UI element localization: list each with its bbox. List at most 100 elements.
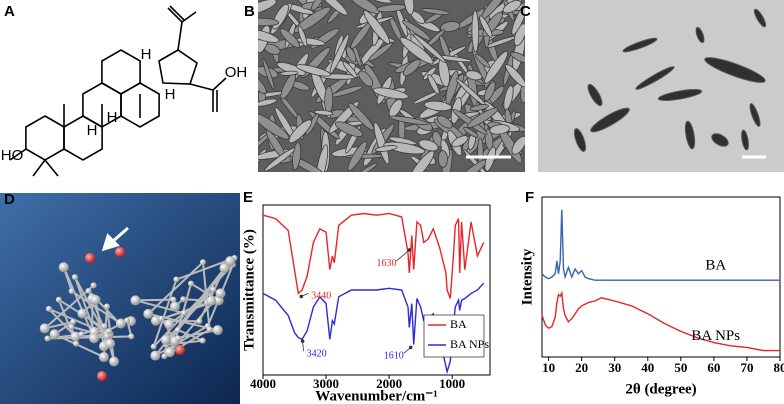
grain xyxy=(295,64,332,77)
legend-box xyxy=(423,314,485,358)
grain xyxy=(363,10,391,45)
grain xyxy=(334,121,363,137)
grain xyxy=(373,121,390,165)
atom xyxy=(169,301,180,312)
molecule-model xyxy=(39,247,238,381)
grain xyxy=(418,139,439,152)
grain xyxy=(427,73,440,95)
atom xyxy=(164,347,175,358)
x-tick-label: 4000 xyxy=(250,376,276,391)
atom xyxy=(150,350,161,361)
x-axis-label: Wavenumber/cm⁻¹ xyxy=(315,388,437,404)
legend-label: BA NPs xyxy=(691,328,740,344)
panel-label: A xyxy=(4,3,15,20)
grain xyxy=(479,15,493,38)
atom xyxy=(215,288,226,299)
stick xyxy=(154,325,209,357)
bond xyxy=(181,11,197,23)
bond xyxy=(44,159,59,177)
panel-label: C xyxy=(520,3,531,20)
stick xyxy=(62,266,96,339)
atom xyxy=(105,338,116,349)
grain xyxy=(317,0,348,16)
series-line xyxy=(541,209,780,281)
grain xyxy=(258,28,280,43)
atom-label: H xyxy=(87,122,98,139)
grain xyxy=(463,126,479,138)
atom xyxy=(200,259,207,266)
grain xyxy=(347,141,368,171)
atom xyxy=(89,333,100,344)
annotation: 1630 xyxy=(376,258,396,269)
grain xyxy=(440,21,461,32)
atom xyxy=(49,329,60,340)
atom xyxy=(164,319,175,330)
atom xyxy=(170,296,177,303)
grain xyxy=(399,37,434,65)
grain xyxy=(311,0,324,11)
atom xyxy=(130,295,141,306)
grain xyxy=(437,150,448,168)
atom xyxy=(175,335,182,342)
grain xyxy=(374,145,398,152)
particle xyxy=(635,66,675,90)
atom xyxy=(174,326,181,333)
atom xyxy=(70,318,77,325)
grain xyxy=(502,0,522,14)
annotation: 3440 xyxy=(311,291,331,302)
grain xyxy=(315,144,329,172)
atom xyxy=(78,331,85,338)
atom xyxy=(90,294,101,305)
particle xyxy=(711,133,729,147)
atom xyxy=(85,287,92,294)
stick xyxy=(202,262,211,330)
atom xyxy=(180,296,187,303)
stick xyxy=(175,257,235,281)
annotation-head xyxy=(408,345,413,350)
atom xyxy=(206,326,213,333)
atom xyxy=(206,295,217,306)
atom xyxy=(71,274,78,281)
annotation: 1610 xyxy=(384,351,404,362)
grain xyxy=(389,115,429,125)
grain xyxy=(513,23,525,47)
grain xyxy=(258,98,278,107)
grain xyxy=(264,147,296,172)
particle xyxy=(657,89,703,101)
atom xyxy=(124,317,131,324)
grain xyxy=(372,87,409,100)
plot-frame xyxy=(541,196,781,358)
annotation: 3420 xyxy=(307,348,327,359)
grain xyxy=(489,124,510,135)
grain xyxy=(413,33,446,63)
grain xyxy=(403,0,415,15)
bond xyxy=(189,77,227,91)
x-tick-label: 3000 xyxy=(313,376,339,391)
atom-label: H xyxy=(165,86,176,103)
atom xyxy=(115,318,126,329)
legend-label: BA NPs xyxy=(450,337,489,351)
x-tick-label: 30 xyxy=(608,360,621,375)
grain xyxy=(467,107,499,128)
particle xyxy=(749,103,761,127)
atom xyxy=(109,356,120,367)
grain xyxy=(357,162,379,172)
annotation-head xyxy=(300,339,305,343)
structure-panel xyxy=(9,5,227,177)
grain xyxy=(265,129,287,160)
grain xyxy=(510,51,525,64)
grain xyxy=(505,64,525,88)
grain xyxy=(279,70,299,76)
grain xyxy=(439,35,452,63)
plot-frame xyxy=(262,204,491,376)
atom xyxy=(210,286,217,293)
ring xyxy=(25,115,65,161)
atom xyxy=(160,335,171,346)
x-tick-label: 20 xyxy=(575,360,588,375)
atom xyxy=(181,310,188,317)
grain xyxy=(484,50,508,84)
particle xyxy=(573,128,587,152)
grain xyxy=(469,104,489,112)
grain xyxy=(376,4,407,13)
grain xyxy=(484,81,496,102)
